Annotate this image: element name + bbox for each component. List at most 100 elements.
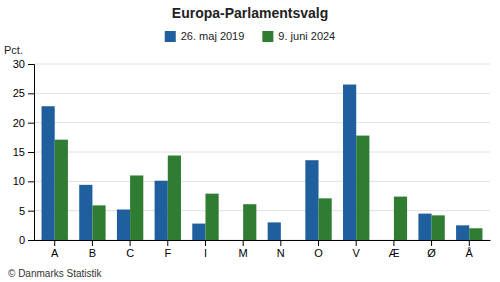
x-axis-line	[35, 240, 491, 241]
legend-item: 9. juni 2024	[262, 30, 335, 42]
bar	[192, 224, 205, 240]
x-tick-label: M	[239, 247, 248, 259]
grid-line	[34, 93, 490, 94]
bars	[42, 85, 483, 240]
x-tick-label: C	[126, 247, 134, 259]
chart: Europa-Parlamentsvalg 0 5 10 15 20 25 30 A B C F I M N…	[0, 0, 500, 282]
bar	[243, 204, 256, 240]
y-tick-mark	[28, 93, 34, 94]
bar	[117, 209, 130, 240]
x-tick-label: I	[204, 247, 207, 259]
plot: 0 5 10 15 20 25 30 A B C F I M N O V Æ Ø Å	[13, 58, 491, 259]
bar	[268, 222, 281, 240]
x-tick: C	[126, 240, 134, 259]
x-tick: Ø	[427, 240, 436, 259]
bar	[456, 225, 469, 240]
y-tick: 5	[19, 205, 34, 217]
y-tick: 20	[13, 117, 34, 129]
x-tick-label: B	[89, 247, 96, 259]
y-tick: 0	[19, 234, 34, 246]
x-tick: N	[277, 240, 285, 259]
legend-label: 9. juni 2024	[278, 30, 335, 42]
y-tick-label: 15	[13, 146, 25, 158]
bar	[230, 240, 243, 241]
y-tick-label: 20	[13, 117, 25, 129]
grid	[34, 64, 490, 240]
bar	[469, 228, 482, 240]
x-tick-label: A	[51, 247, 59, 259]
bar	[155, 181, 168, 240]
bar	[79, 185, 92, 240]
y-tick-mark	[28, 64, 34, 65]
grid-line	[34, 181, 490, 182]
y-tick: 30	[13, 58, 34, 70]
bar	[418, 214, 431, 240]
y-tick-mark	[28, 181, 34, 182]
x-tick-label: F	[164, 247, 171, 259]
y-axis-title: Pct.	[4, 44, 23, 56]
legend-item: 26. maj 2019	[165, 30, 245, 42]
y-tick: 15	[13, 146, 34, 158]
legend-label: 26. maj 2019	[181, 30, 245, 42]
y-tick: 10	[13, 175, 34, 187]
y-tick-label: 10	[13, 175, 25, 187]
x-tick: I	[204, 240, 207, 259]
x-tick-mark	[243, 240, 244, 246]
y-axis-line	[28, 65, 35, 241]
y-tick-label: 25	[13, 87, 25, 99]
x-axis: ABCFIMNOVÆØÅ	[35, 240, 491, 259]
y-axis: 0 5 10 15 20 25 30	[13, 58, 35, 246]
grid-line	[34, 122, 490, 123]
x-tick: A	[51, 240, 59, 259]
x-tick: V	[353, 240, 361, 259]
bar	[55, 140, 68, 240]
x-tick: B	[89, 240, 96, 259]
y-tick-label: 30	[13, 58, 25, 70]
bar	[168, 156, 181, 240]
y-tick-mark	[28, 211, 34, 212]
bar	[281, 240, 294, 241]
x-tick-mark	[280, 240, 281, 246]
y-tick-label: 5	[19, 205, 25, 217]
x-tick: Æ	[388, 240, 399, 259]
bar-series	[55, 136, 483, 240]
footer: © Danmarks Statistik	[8, 268, 103, 279]
bar	[319, 198, 332, 240]
y-tick-mark	[28, 152, 34, 153]
x-tick: O	[314, 240, 323, 259]
grid-line	[34, 152, 490, 153]
legend-swatch	[165, 31, 176, 42]
x-tick-mark	[167, 240, 168, 246]
title: Europa-Parlamentsvalg	[172, 5, 328, 21]
x-tick-label: Æ	[388, 247, 399, 259]
y-tick-mark	[28, 123, 34, 124]
x-tick-label: N	[277, 247, 285, 259]
x-tick: F	[164, 240, 171, 259]
x-tick-mark	[318, 240, 319, 246]
x-tick-label: Ø	[427, 247, 436, 259]
bar	[92, 205, 105, 240]
bar	[394, 197, 407, 240]
x-tick-mark	[54, 240, 55, 246]
x-tick-label: O	[314, 247, 323, 259]
bar	[305, 160, 318, 240]
bar	[343, 85, 356, 240]
y-tick-label: 0	[19, 234, 25, 246]
bar	[42, 106, 55, 240]
legend-swatch	[262, 31, 273, 42]
bar	[356, 136, 369, 240]
y-tick: 25	[13, 87, 34, 99]
bar	[381, 240, 394, 241]
grid-line	[34, 64, 490, 65]
x-tick-mark	[469, 240, 470, 246]
bar	[205, 194, 218, 240]
x-tick-mark	[393, 240, 394, 246]
x-tick: Å	[466, 240, 474, 259]
x-tick-mark	[92, 240, 93, 246]
x-tick-mark	[356, 240, 357, 246]
x-tick-label: Å	[466, 247, 474, 259]
legend: 26. maj 2019 9. juni 2024	[165, 30, 336, 42]
x-tick: M	[239, 240, 248, 259]
x-tick-mark	[431, 240, 432, 246]
y-tick-mark	[28, 240, 34, 241]
